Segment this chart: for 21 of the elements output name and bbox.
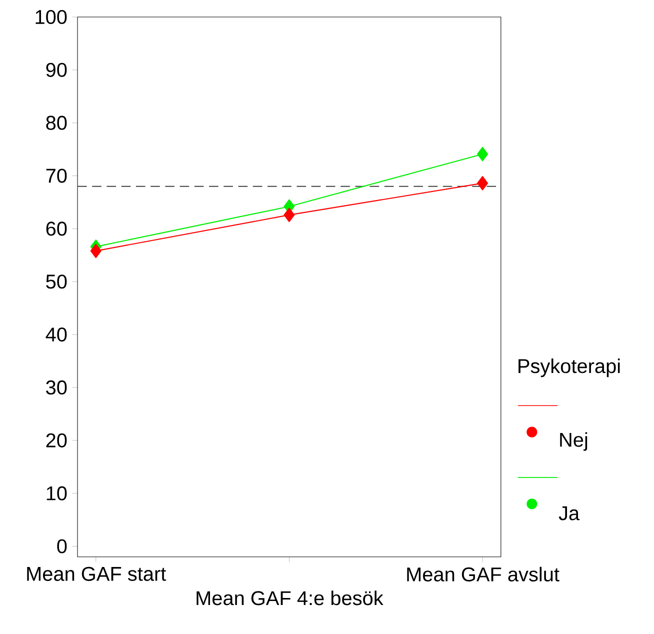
y-tick-label: 90: [46, 62, 67, 77]
y-tick-label: 0: [57, 539, 67, 554]
x-axis-title: Mean GAF 4:e besök: [196, 590, 384, 606]
y-tick-label: 70: [46, 168, 67, 183]
x-tick-label: Mean GAF start: [27, 566, 166, 581]
y-tick-label: 50: [46, 274, 67, 289]
y-tick-label: 20: [46, 433, 67, 448]
point: [477, 146, 488, 162]
y-tick-label: 30: [46, 380, 67, 394]
point: [477, 176, 488, 190]
point: [90, 244, 102, 258]
y-tick-label: 60: [46, 221, 67, 236]
y-tick-label: 100: [36, 10, 67, 24]
y-tick-label: 40: [46, 327, 67, 342]
x-tick-label: Mean GAF avslut: [407, 566, 560, 582]
legend-label: Nej: [560, 432, 588, 451]
point: [284, 208, 295, 222]
legend-title: Psykoterapi: [518, 358, 620, 377]
y-tick-label: 80: [46, 116, 67, 130]
y-tick-label: 10: [46, 486, 67, 500]
legend-label: Ja: [558, 506, 580, 520]
